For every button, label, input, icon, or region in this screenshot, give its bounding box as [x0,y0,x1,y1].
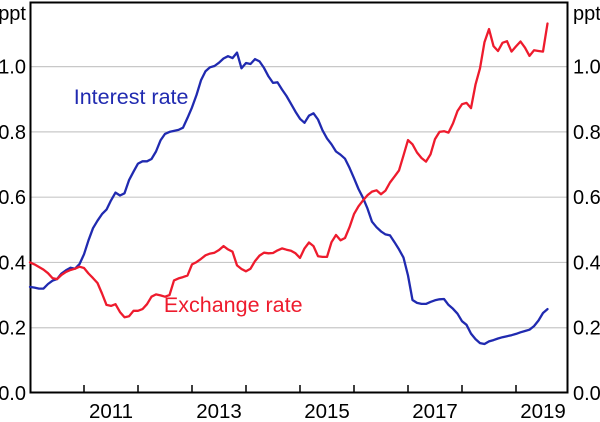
y-tick-label-right: 0.4 [573,252,600,274]
y-tick-label-right: 0.0 [573,383,600,405]
y-tick-label-left: 1.0 [0,57,26,79]
y-tick-label-left: 0.6 [0,187,26,209]
y-tick-label-right: 0.8 [573,122,600,144]
x-tick-label: 2015 [304,400,350,422]
x-tick-label: 2013 [196,400,242,422]
x-tick-label: 2019 [520,400,566,422]
y-tick-label-right: 0.6 [573,187,600,209]
y-tick-label-right: 1.0 [573,57,600,79]
unit-label-left: ppt [0,3,26,25]
plot-border [29,1,569,394]
y-tick-label-left: 0.4 [0,252,26,274]
unit-label-right: ppt [573,3,600,25]
interest-rate-line [28,51,549,346]
exchange-rate-line [28,22,549,319]
x-tick-label: 2017 [412,400,458,422]
y-tick-label-right: 0.2 [573,318,600,340]
x-tick-label: 2011 [89,400,133,422]
y-tick-label-left: 0.8 [0,122,26,144]
y-tick-label-left: 0.2 [0,318,26,340]
interest-rate-label: Interest rate [74,85,189,109]
exchange-rate-label: Exchange rate [164,293,303,317]
y-tick-label-left: 0.0 [0,383,26,405]
